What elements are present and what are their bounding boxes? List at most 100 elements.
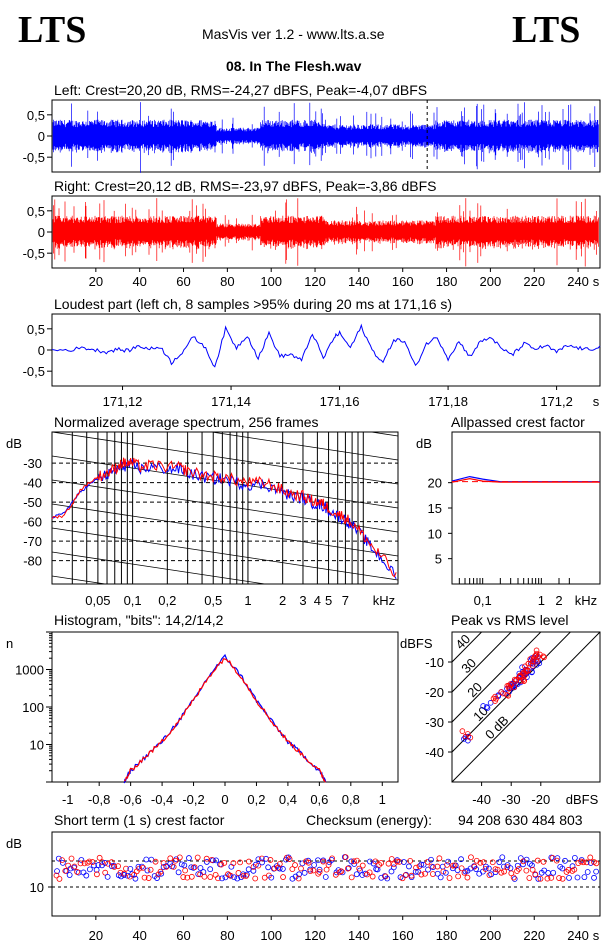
short-term-point-0 (483, 863, 489, 870)
short-term-point-1 (559, 875, 566, 882)
short-term-point-0 (144, 867, 151, 874)
short-term-point-1 (111, 864, 118, 870)
short-term-point-1 (369, 873, 376, 880)
short-term-point-0 (175, 869, 182, 876)
short-term-xtick-label: 100 (260, 928, 282, 943)
spectrum-slope-line (368, 432, 398, 437)
allpassed-ytick-label: 20 (428, 476, 442, 491)
short-term-point-0 (339, 869, 346, 876)
short-term-point-1 (163, 863, 170, 870)
short-term-point-0 (154, 875, 160, 881)
short-term-point-1 (152, 858, 159, 865)
short-term-point-1 (529, 866, 536, 873)
short-term-point-0 (420, 861, 427, 868)
right-waveform-xtick-label: 100 (260, 274, 282, 289)
right-waveform-ytick-label: -0,5 (23, 246, 45, 261)
left-waveform-ytick-label: 0,5 (27, 108, 45, 123)
short-term-point-1 (553, 857, 560, 864)
short-term-point-0 (593, 868, 600, 875)
peak-rms-ytick-label: -40 (425, 745, 444, 760)
short-term-point-1 (408, 872, 415, 879)
right-waveform-title: Right: Crest=20,12 dB, RMS=-23,97 dBFS, … (54, 178, 437, 194)
peak-rms-xtick-label: -40 (472, 792, 491, 807)
short-term-point-0 (301, 869, 308, 876)
short-term-point-1 (77, 860, 84, 867)
short-term-point-1 (258, 855, 265, 862)
peak-rms-point-1 (504, 692, 510, 698)
short-term-point-1 (446, 875, 453, 881)
short-term-point-0 (268, 874, 275, 881)
short-term-point-0 (263, 855, 269, 862)
short-term-point-1 (182, 867, 189, 874)
histogram-xtick-label: -0,2 (182, 792, 204, 807)
short-term-point-0 (430, 864, 436, 870)
short-term-point-0 (566, 874, 572, 881)
histogram-ytick-label: 1000 (15, 663, 44, 678)
loudest-part-signal (51, 323, 601, 368)
loudest-part-xtick-label: 171,14 (211, 394, 251, 409)
peak-rms-point-1 (493, 695, 499, 702)
left-waveform-signal (52, 102, 599, 173)
short-term-point-0 (66, 872, 73, 878)
short-term-point-0 (104, 873, 111, 880)
short-term-point-0 (83, 872, 90, 879)
short-term-point-1 (537, 875, 544, 882)
short-term-point-0 (245, 866, 252, 873)
spectrum-series-1 (51, 457, 397, 578)
short-term-point-1 (351, 858, 357, 865)
short-term-point-1 (593, 860, 600, 867)
file-name: 08. In The Flesh.wav (226, 58, 362, 74)
short-term-point-1 (96, 854, 103, 861)
right-waveform-xtick-label: 120 (304, 274, 326, 289)
short-term-point-1 (298, 865, 304, 872)
short-term-point-1 (332, 871, 339, 878)
allpassed-xtick-label: 2 (555, 593, 562, 608)
short-term-point-1 (59, 857, 65, 864)
short-term-point-1 (468, 854, 474, 861)
short-term-point-0 (250, 867, 257, 874)
short-term-point-1 (329, 855, 336, 862)
short-term-point-1 (394, 858, 401, 865)
short-term-point-1 (243, 872, 250, 879)
short-term-point-1 (342, 854, 349, 861)
peak-rms-point-0 (484, 705, 491, 711)
peak-rms-point-1 (517, 674, 523, 680)
allpassed-crest-title: Allpassed crest factor (451, 414, 585, 430)
checksum-label: Checksum (energy): (306, 812, 433, 828)
short-term-point-0 (353, 871, 360, 878)
spectrum-ytick-label: -70 (23, 534, 42, 549)
short-term-point-1 (345, 865, 351, 872)
logo-left: LTS (18, 9, 87, 51)
short-term-point-1 (583, 859, 590, 866)
short-term-point-0 (127, 865, 134, 872)
short-term-point-0 (445, 858, 452, 865)
short-term-point-1 (215, 875, 221, 882)
short-term-point-1 (315, 870, 322, 877)
short-term-frame (51, 831, 601, 917)
short-term-point-1 (180, 874, 187, 880)
short-term-point-1 (501, 868, 508, 875)
peak-rms-point-0 (483, 704, 490, 710)
right-waveform-ytick-label: 0 (38, 225, 45, 240)
spectrum-slope-line (52, 503, 398, 557)
short-term-point-0 (476, 870, 483, 877)
short-term-point-0 (458, 856, 464, 863)
short-term-point-1 (74, 869, 80, 875)
short-term-point-0 (425, 866, 431, 873)
short-term-xtick-label: 20 (89, 928, 103, 943)
short-term-point-1 (399, 875, 406, 882)
short-term-point-1 (102, 869, 109, 876)
short-term-point-0 (496, 859, 503, 866)
peak-rms-diagonal (452, 632, 600, 782)
spectrum-frame (51, 431, 399, 585)
short-term-point-0 (584, 869, 591, 875)
short-term-point-0 (517, 855, 524, 862)
short-term-point-0 (437, 874, 444, 881)
short-term-point-1 (115, 863, 122, 870)
short-term-point-1 (416, 863, 423, 870)
short-term-point-1 (571, 866, 578, 873)
histogram-xtick-label: 0,6 (310, 792, 328, 807)
short-term-point-0 (554, 855, 561, 862)
short-term-point-1 (580, 859, 587, 866)
short-term-point-1 (267, 857, 274, 863)
